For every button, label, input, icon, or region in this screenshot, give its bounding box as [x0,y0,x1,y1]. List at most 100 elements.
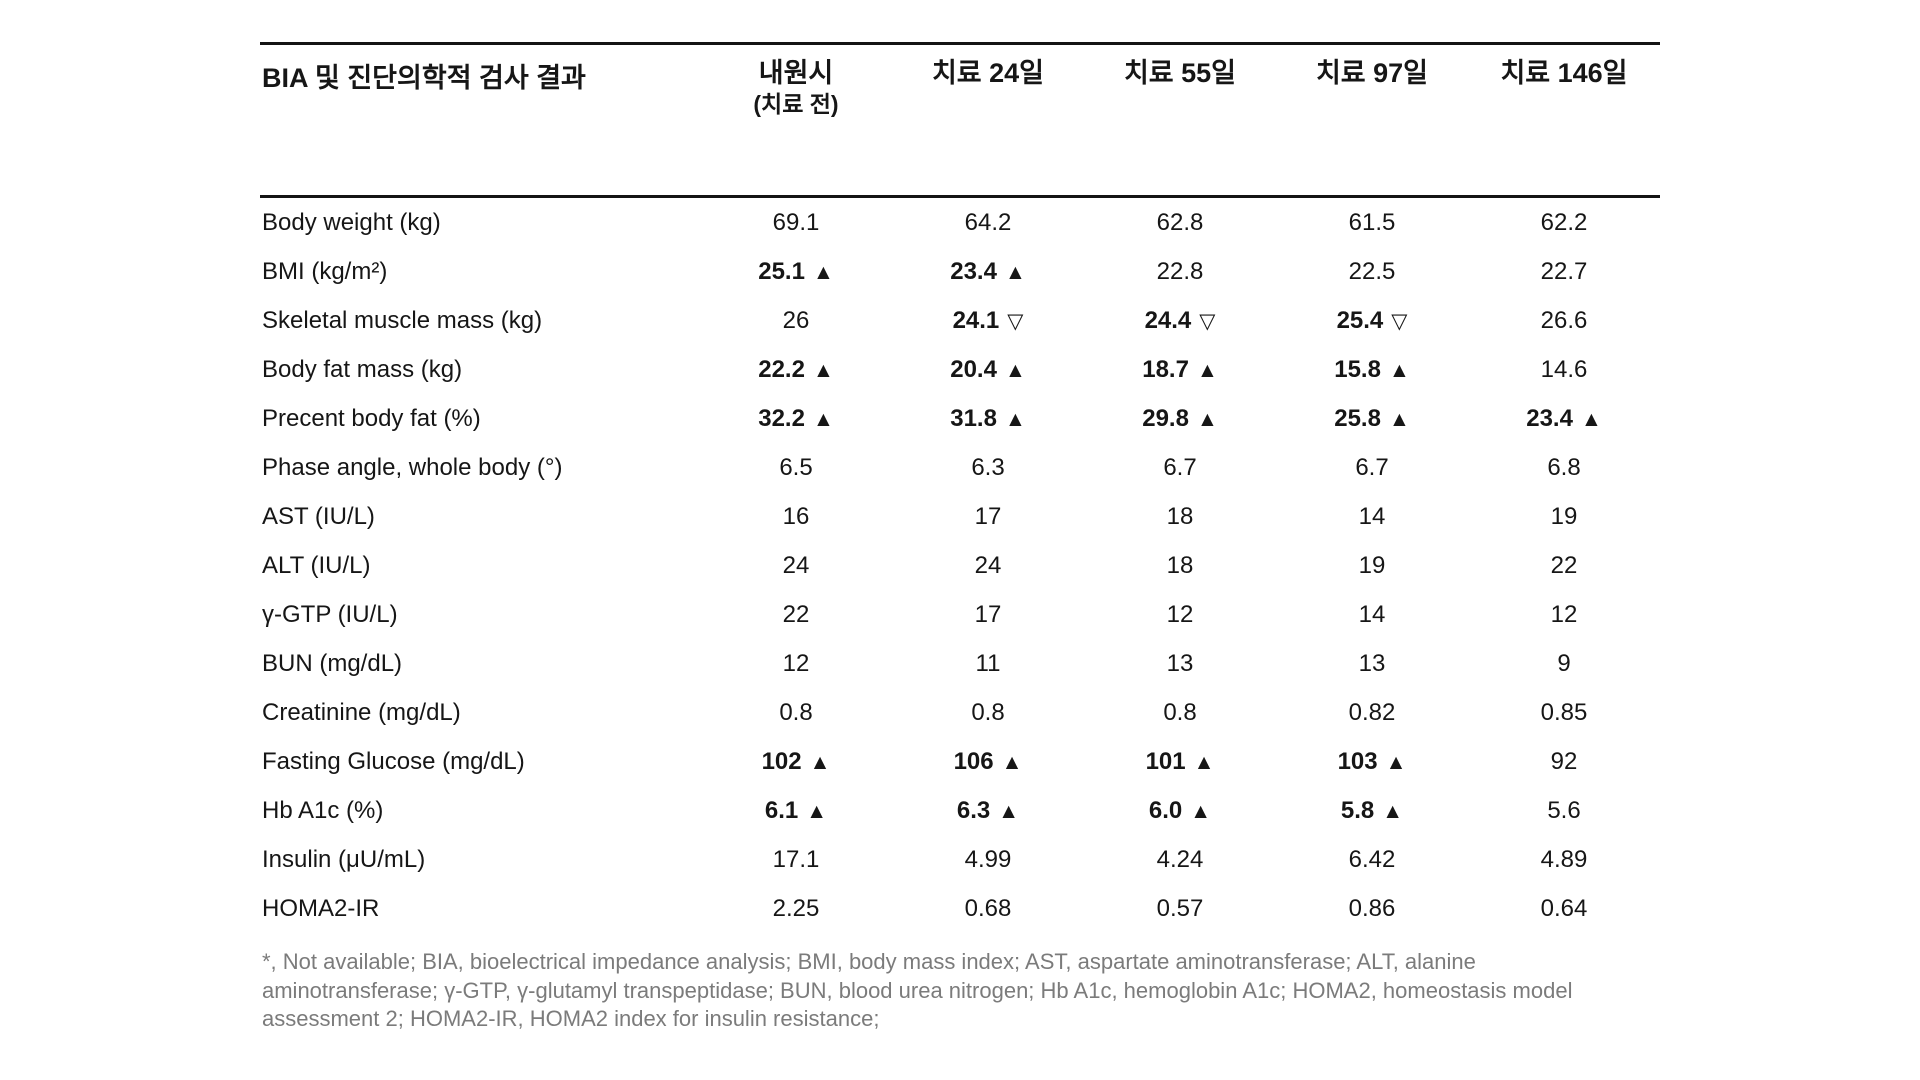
column-header: 치료 24일 [892,56,1084,195]
value-cell: 6.42 [1276,846,1468,874]
row-label: Body fat mass (kg) [262,355,463,383]
value-cell: 0.68 [892,895,1084,923]
up-triangle-icon: ▲ [1196,407,1218,431]
value-text: 5.6 [1547,796,1581,824]
value-text: 12 [782,649,810,677]
value-text: 18.7 [1142,355,1189,383]
value-text: 22.7 [1540,257,1588,285]
value-cell: 12 [1468,601,1660,629]
value-text: 22.5 [1348,257,1396,285]
column-header: 내원시 (치료 전) [700,56,892,195]
value-cell: 31.8 ▲ [892,405,1084,433]
up-triangle-icon: ▲ [1388,358,1410,382]
value-text: 18 [1166,551,1194,579]
value-text: 0.64 [1540,894,1588,922]
value-text: 29.8 [1142,404,1189,432]
value-cell: 0.8 [892,699,1084,727]
column-header: 치료 146일 [1468,56,1660,195]
value-cell: 24 [700,552,892,580]
table-row: Creatinine (mg/dL) 0.8 0.8 0.8 0.82 0.85 [260,688,1660,737]
value-text: 101 [1145,747,1186,775]
row-label: HOMA2-IR [262,894,380,922]
value-cell: 29.8 ▲ [1084,405,1276,433]
value-text: 25.1 [758,257,805,285]
value-text: 6.0 [1148,796,1183,824]
value-text: 61.5 [1348,208,1396,236]
column-header-label: 치료 55일 [1123,58,1237,88]
value-cell: 25.4 ▽ [1276,307,1468,335]
value-cell: 22.8 [1084,258,1276,286]
table-row: Phase angle, whole body (°) 6.5 6.3 6.7 6.7 6… [260,443,1660,492]
value-cell: 0.86 [1276,895,1468,923]
value-text: 9 [1557,649,1571,677]
up-triangle-icon: ▲ [809,750,831,774]
value-cell: 17 [892,601,1084,629]
value-text: 102 [761,747,802,775]
value-text: 2.25 [772,894,820,922]
value-cell: 18 [1084,552,1276,580]
table-row: Insulin (μU/mL) 17.1 4.99 4.24 6.42 4.89 [260,835,1660,884]
table-footnote: *, Not available; BIA, bioelectrical imp… [262,949,1573,1032]
value-text: 19 [1550,502,1578,530]
value-text: 12 [1550,600,1578,628]
value-text: 16 [782,502,810,530]
up-triangle-icon: ▲ [1385,750,1407,774]
value-text: 18 [1166,502,1194,530]
value-text: 24.1 [952,306,1000,334]
value-cell: 14 [1276,601,1468,629]
value-cell: 62.2 [1468,209,1660,237]
column-header: 치료 55일 [1084,56,1276,195]
row-label: ALT (IU/L) [262,551,371,579]
value-cell: 62.8 [1084,209,1276,237]
value-text: 24 [974,551,1002,579]
table-row: Body weight (kg) 69.1 64.2 62.8 61.5 62.2 [260,198,1660,247]
value-cell: 17.1 [700,846,892,874]
value-cell: 0.82 [1276,699,1468,727]
value-cell: 12 [1084,601,1276,629]
row-label: Fasting Glucose (mg/dL) [262,747,525,775]
row-label: AST (IU/L) [262,502,375,530]
up-triangle-icon: ▲ [1388,407,1410,431]
value-cell: 4.99 [892,846,1084,874]
value-cell: 6.0 ▲ [1084,797,1276,825]
value-cell: 6.3 ▲ [892,797,1084,825]
up-triangle-icon: ▲ [1004,358,1026,382]
value-text: 11 [975,649,1001,677]
up-triangle-icon: ▲ [1580,407,1602,431]
value-cell: 6.8 [1468,454,1660,482]
value-text: 0.68 [964,894,1012,922]
value-text: 62.2 [1540,208,1588,236]
value-text: 12 [1166,600,1194,628]
row-label: BMI (kg/m²) [262,257,388,285]
table-header-row: BIA 및 진단의학적 검사 결과 내원시 (치료 전) 치료 24일 치료 55일 치… [260,45,1660,195]
value-cell: 69.1 [700,209,892,237]
table-row: Fasting Glucose (mg/dL) 102 ▲ 106 ▲ 101 ▲ 103 ▲ 9… [260,737,1660,786]
up-triangle-icon: ▲ [998,799,1020,823]
value-text: 6.3 [971,453,1005,481]
value-text: 22.8 [1156,257,1204,285]
value-cell: 4.24 [1084,846,1276,874]
value-text: 24 [782,551,810,579]
value-cell: 11 [892,650,1084,678]
column-header-label: 치료 24일 [931,58,1045,88]
row-label: Phase angle, whole body (°) [262,453,563,481]
value-cell: 32.2 ▲ [700,405,892,433]
down-triangle-icon: ▽ [1007,309,1024,333]
value-text: 26 [782,306,810,334]
up-triangle-icon: ▲ [812,407,834,431]
value-cell: 18 [1084,503,1276,531]
table-header-rule [260,195,1660,198]
value-text: 6.7 [1163,453,1197,481]
table-row: Skeletal muscle mass (kg) 26 24.1 ▽ 24.4 ▽ 25.… [260,296,1660,345]
value-cell: 6.7 [1276,454,1468,482]
table-row: BMI (kg/m²) 25.1 ▲ 23.4 ▲ 22.8 22.5 22.7 [260,247,1660,296]
value-text: 4.24 [1156,845,1204,873]
value-cell: 25.1 ▲ [700,258,892,286]
value-cell: 4.89 [1468,846,1660,874]
value-cell: 14 [1276,503,1468,531]
row-label: γ-GTP (IU/L) [262,600,398,628]
up-triangle-icon: ▲ [1196,358,1218,382]
table-row: Hb A1c (%) 6.1 ▲ 6.3 ▲ 6.0 ▲ 5.8 ▲ 5.6 [260,786,1660,835]
up-triangle-icon: ▲ [1382,799,1404,823]
table-row: Precent body fat (%) 32.2 ▲ 31.8 ▲ 29.8 ▲ 25.8 ▲… [260,394,1660,443]
